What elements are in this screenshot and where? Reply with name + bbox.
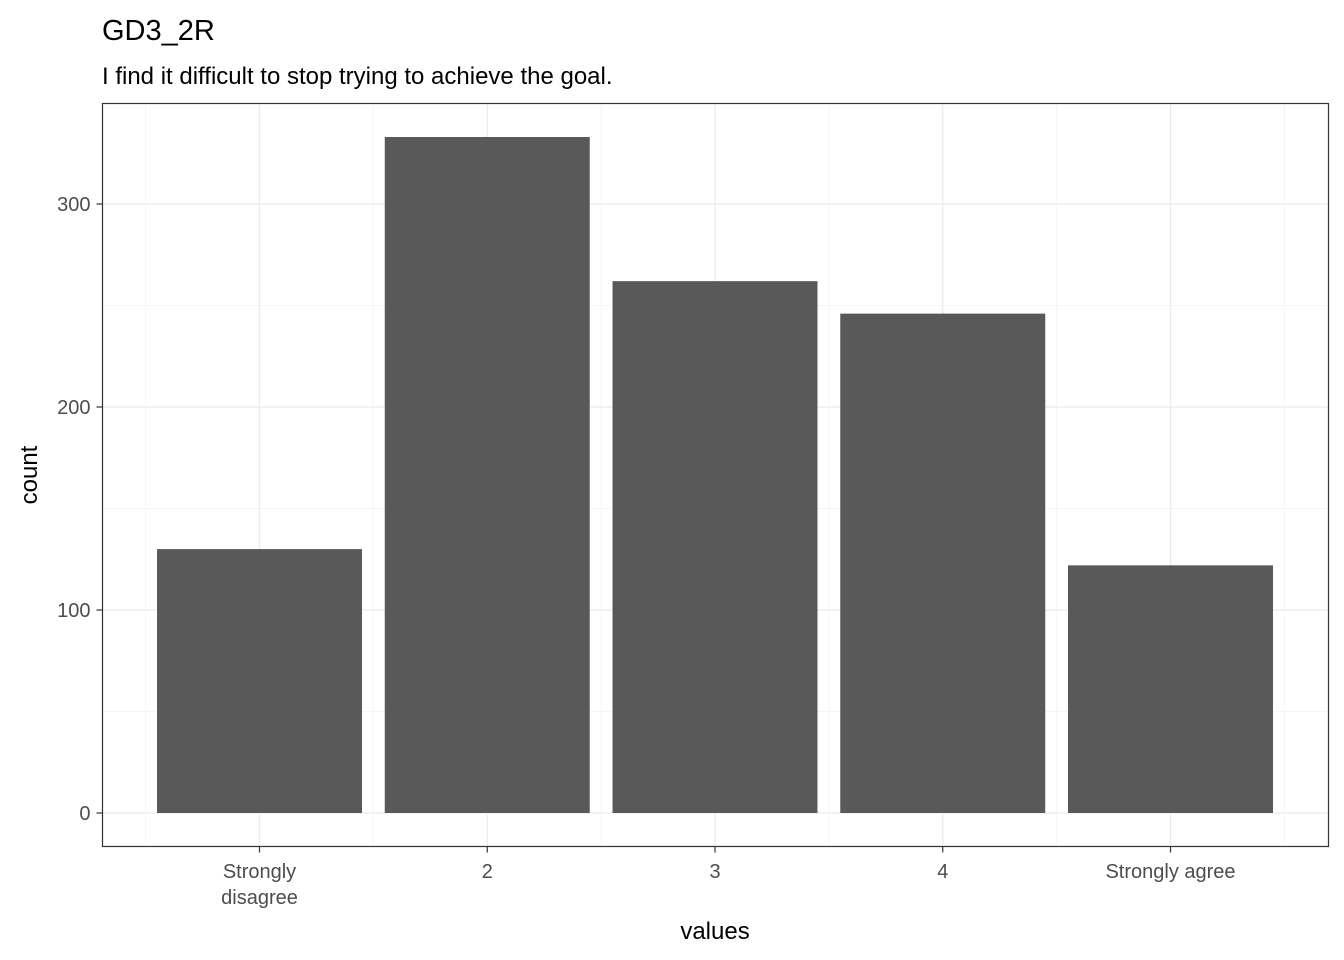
x-tick-label: 4 — [937, 861, 948, 883]
y-axis-title: count — [16, 445, 43, 504]
x-tick-label-line: 3 — [709, 861, 720, 883]
x-tick-label: Strongly agree — [1105, 861, 1235, 883]
y-tick-label: 200 — [57, 397, 90, 419]
x-tick-label: Strongly disagree — [221, 861, 298, 909]
x-tick-label: 3 — [709, 861, 720, 883]
tick-labels: 0 100 200 300 Strongly disagree 2 3 4 Strongly ag… — [57, 194, 1235, 909]
chart-subtitle: I find it difficult to stop trying to ac… — [102, 63, 613, 90]
x-tick-label-line: disagree — [221, 887, 298, 909]
x-tick-label-line: 4 — [937, 861, 948, 883]
bars — [157, 137, 1273, 813]
x-axis-title: values — [680, 918, 749, 945]
x-tick-label: 2 — [482, 861, 493, 883]
x-tick-label-line: 2 — [482, 861, 493, 883]
axis-ticks — [96, 203, 1172, 853]
y-tick-label: 300 — [57, 194, 90, 216]
bar — [157, 549, 362, 813]
y-tick-label: 0 — [79, 803, 90, 825]
bar — [384, 137, 590, 813]
x-tick-label-line: Strongly agree — [1105, 861, 1235, 883]
bar — [612, 281, 818, 813]
chart-title: GD3_2R — [102, 15, 215, 47]
x-tick-label-line: Strongly — [223, 861, 296, 883]
bar — [840, 313, 1046, 813]
y-tick-label: 100 — [57, 600, 90, 622]
bar — [1068, 565, 1273, 813]
